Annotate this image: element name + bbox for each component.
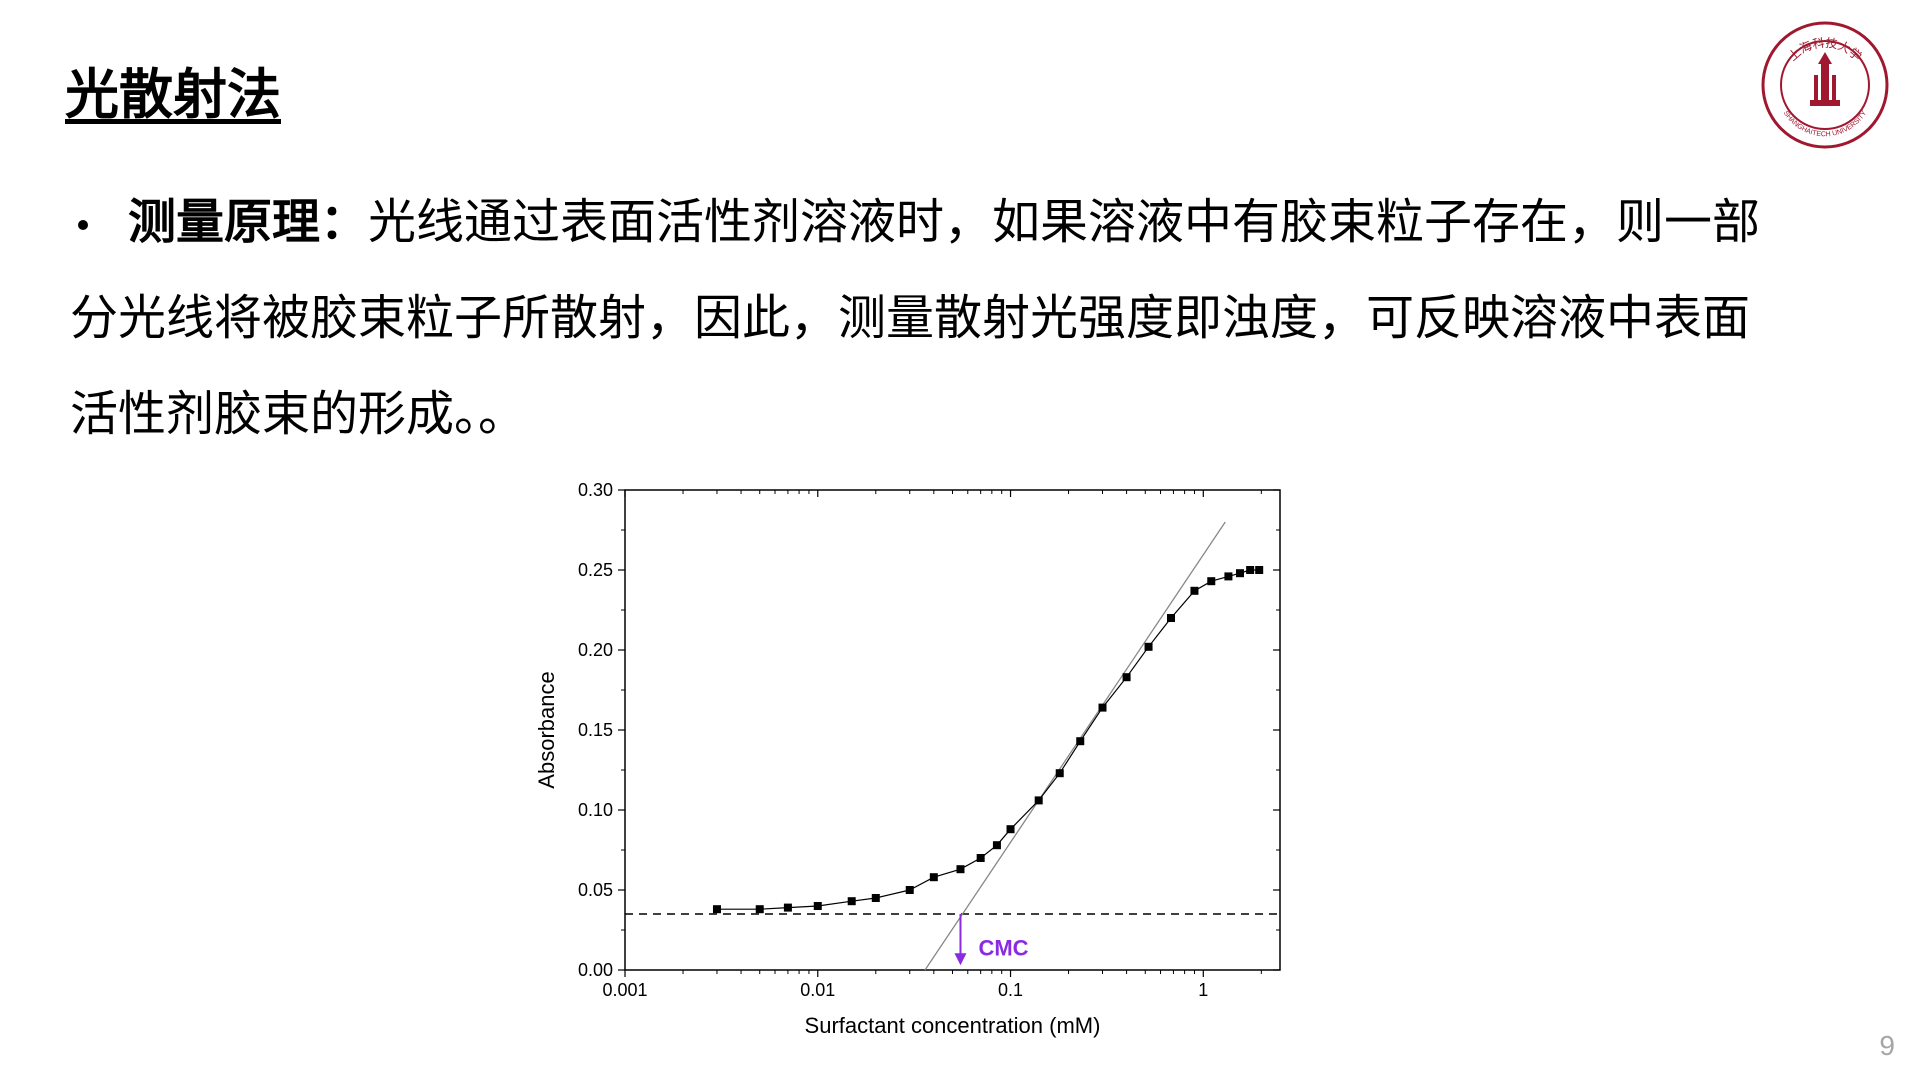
bullet-icon (78, 220, 88, 230)
chart-svg: 0.00 0.05 0.10 0.15 0.20 0.25 0.30 0.001 0.01 0.1… (530, 475, 1310, 1055)
university-logo: 上海科技大学 SHANGHAITECH UNIVERSITY (1760, 20, 1890, 150)
page-number: 9 (1879, 1030, 1895, 1062)
svg-text:Absorbance: Absorbance (534, 671, 559, 788)
svg-text:0.30: 0.30 (578, 480, 613, 500)
svg-text:0.001: 0.001 (602, 980, 647, 1000)
svg-text:0.10: 0.10 (578, 800, 613, 820)
svg-text:0.25: 0.25 (578, 560, 613, 580)
svg-text:CMC: CMC (978, 936, 1028, 961)
absorbance-chart: 0.00 0.05 0.10 0.15 0.20 0.25 0.30 0.001 0.01 0.1… (530, 475, 1310, 1055)
body-paragraph: 测量原理：光线通过表面活性剂溶液时，如果溶液中有胶束粒子存在，则一部分光线将被胶… (70, 175, 1770, 463)
slide-title: 光散射法 (65, 50, 281, 129)
svg-text:0.00: 0.00 (578, 960, 613, 980)
svg-text:Surfactant concentration (mM): Surfactant concentration (mM) (805, 1013, 1101, 1038)
svg-text:0.15: 0.15 (578, 720, 613, 740)
svg-text:SHANGHAITECH UNIVERSITY: SHANGHAITECH UNIVERSITY (1782, 110, 1868, 139)
principle-label: 测量原理： (128, 196, 368, 249)
logo-bottom-text: SHANGHAITECH UNIVERSITY (1782, 110, 1868, 139)
svg-text:0.1: 0.1 (998, 980, 1023, 1000)
svg-text:1: 1 (1198, 980, 1208, 1000)
svg-text:0.05: 0.05 (578, 880, 613, 900)
svg-text:0.01: 0.01 (800, 980, 835, 1000)
svg-text:0.20: 0.20 (578, 640, 613, 660)
